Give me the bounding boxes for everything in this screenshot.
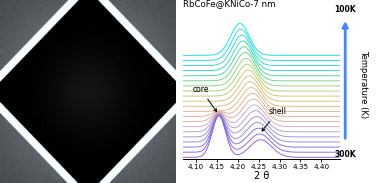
Text: 300K: 300K: [335, 150, 356, 159]
Text: Temperature (K): Temperature (K): [359, 50, 368, 118]
Text: core: core: [193, 85, 217, 112]
Text: shell: shell: [262, 107, 287, 131]
Text: RbCoFe@KNiCo-7 nm: RbCoFe@KNiCo-7 nm: [183, 0, 276, 8]
Text: 100K: 100K: [335, 5, 356, 14]
X-axis label: 2 θ: 2 θ: [254, 171, 270, 182]
